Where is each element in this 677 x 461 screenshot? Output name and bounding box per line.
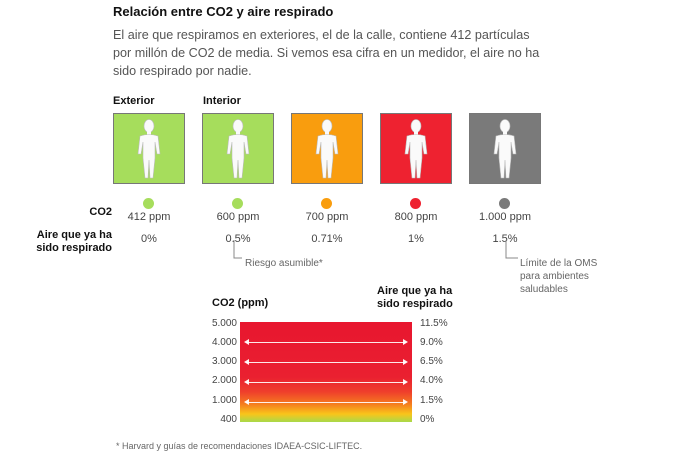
level-dot bbox=[410, 198, 421, 209]
ppm-value: 800 ppm bbox=[394, 211, 438, 223]
scale-line bbox=[244, 339, 408, 345]
breathed-tick-label: 6.5% bbox=[420, 356, 443, 367]
scale-right-title: Aire que ya ha sido respirado bbox=[377, 285, 453, 310]
level-dot bbox=[499, 198, 510, 209]
co2-tick-label: 4.000 bbox=[211, 337, 237, 348]
oms-leader-line bbox=[505, 240, 518, 259]
level-panel bbox=[291, 113, 363, 184]
person-icon bbox=[493, 119, 517, 179]
header-exterior: Exterior bbox=[113, 95, 155, 107]
ppm-value: 1.000 ppm bbox=[479, 211, 531, 223]
breathed-percent: 1% bbox=[408, 233, 424, 245]
ppm-value: 700 ppm bbox=[305, 211, 349, 223]
breathed-percent: 0.5% bbox=[225, 233, 251, 245]
level-panel bbox=[113, 113, 185, 184]
level-panel bbox=[380, 113, 452, 184]
risk-note: Riesgo asumible* bbox=[245, 258, 323, 269]
breathed-tick-label: 1.5% bbox=[420, 395, 443, 406]
person-icon bbox=[315, 119, 339, 179]
ppm-value: 412 ppm bbox=[127, 211, 171, 223]
footnote: * Harvard y guías de recomendaciones IDA… bbox=[116, 441, 363, 451]
breathed-row-label: Aire que ya ha sido respirado bbox=[36, 229, 112, 254]
co2-tick-label: 3.000 bbox=[211, 356, 237, 367]
co2-tick-label: 400 bbox=[220, 414, 237, 425]
level-dot bbox=[321, 198, 332, 209]
scale-line bbox=[244, 399, 408, 405]
level-panel bbox=[202, 113, 274, 184]
level-dot bbox=[143, 198, 154, 209]
breathed-percent: 0% bbox=[141, 233, 157, 245]
level-panel bbox=[469, 113, 541, 184]
co2-tick-label: 2.000 bbox=[211, 375, 237, 386]
breathed-tick-label: 11.5% bbox=[420, 318, 448, 329]
breathed-percent: 0.71% bbox=[311, 233, 343, 245]
person-icon bbox=[137, 119, 161, 179]
intro-text: El aire que respiramos en exteriores, el… bbox=[113, 28, 540, 78]
scale-line bbox=[244, 359, 408, 365]
header-interior: Interior bbox=[203, 95, 241, 107]
risk-leader-line bbox=[233, 240, 242, 259]
breathed-tick-label: 9.0% bbox=[420, 337, 443, 348]
scale-left-title: CO2 (ppm) bbox=[212, 297, 269, 309]
co2-row-label: CO2 bbox=[89, 206, 112, 218]
scale-line bbox=[244, 379, 408, 385]
ppm-value: 600 ppm bbox=[216, 211, 260, 223]
level-dot bbox=[232, 198, 243, 209]
co2-gradient-scale bbox=[240, 322, 412, 422]
person-icon bbox=[226, 119, 250, 179]
page-title: Relación entre CO2 y aire respirado bbox=[113, 4, 334, 19]
person-icon bbox=[404, 119, 428, 179]
breathed-tick-label: 0% bbox=[420, 414, 435, 425]
co2-tick-label: 1.000 bbox=[211, 395, 237, 406]
oms-note: Límite de la OMS para ambientes saludabl… bbox=[520, 258, 598, 295]
breathed-percent: 1.5% bbox=[492, 233, 518, 245]
breathed-tick-label: 4.0% bbox=[420, 375, 443, 386]
co2-tick-label: 5.000 bbox=[211, 318, 237, 329]
